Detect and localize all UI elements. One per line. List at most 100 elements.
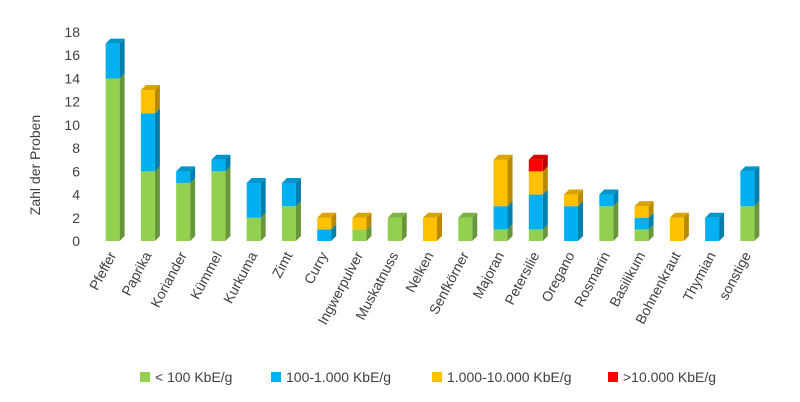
bar-front — [105, 43, 120, 79]
bar-top — [669, 212, 689, 218]
bar-segment — [176, 166, 196, 183]
x-tick-label: Paprika — [118, 249, 155, 299]
bar-top — [634, 201, 654, 207]
bar-top — [387, 212, 407, 218]
bar-side — [542, 189, 548, 230]
bar-top — [493, 154, 513, 160]
bar-side — [119, 73, 125, 241]
legend-label: 100-1.000 KbE/g — [286, 369, 391, 385]
bar-front — [528, 194, 543, 230]
bar-top — [246, 177, 266, 183]
bar-group-Pfeffer — [105, 38, 125, 241]
bar-top — [705, 212, 725, 218]
bar-segment — [211, 154, 231, 172]
bar-front — [458, 217, 473, 241]
x-tick-label: Pfeffer — [86, 249, 120, 293]
bar-side — [719, 212, 725, 241]
bar-segment — [705, 212, 725, 241]
bar-side — [578, 189, 584, 207]
bar-group-Zimt — [281, 177, 301, 241]
bar-top — [564, 189, 584, 195]
bar-side — [542, 154, 548, 172]
bar-segment — [105, 73, 125, 241]
bar-side — [754, 166, 760, 207]
bar-segment — [281, 177, 301, 207]
bar-group-Petersilie — [528, 154, 548, 241]
bar-side — [260, 177, 266, 218]
bar-segment — [176, 177, 196, 241]
bar-segment — [140, 108, 160, 172]
bar-side — [225, 154, 231, 172]
bar-side — [648, 224, 654, 241]
bar-front — [528, 159, 543, 172]
legend-swatch — [432, 372, 442, 382]
bar-segment — [564, 189, 584, 207]
bar-front — [317, 229, 332, 241]
bar-side — [295, 177, 301, 207]
bar-front — [740, 171, 755, 207]
bar-segment — [493, 154, 513, 207]
bar-side — [154, 166, 160, 241]
bar-segment — [740, 166, 760, 207]
legend-swatch — [608, 372, 618, 382]
bar-group-Paprika — [140, 85, 160, 241]
x-tick-label: sonstige — [715, 249, 754, 303]
bar-top — [458, 212, 478, 218]
bar-side — [119, 38, 125, 79]
bar-side — [366, 212, 372, 230]
bar-front — [528, 229, 543, 241]
bar-segment — [599, 189, 619, 207]
bar-side — [507, 154, 513, 207]
bar-top — [317, 212, 337, 218]
bar-segment — [281, 201, 301, 241]
bar-front — [246, 217, 261, 241]
bar-top — [423, 212, 442, 218]
bar-front — [528, 171, 543, 195]
bar-segment — [634, 224, 654, 241]
bar-segment — [528, 154, 548, 172]
bar-side — [613, 189, 619, 207]
bar-segment — [352, 224, 372, 241]
bar-segment — [528, 189, 548, 230]
x-tick-label: Kurkuma — [220, 249, 261, 306]
bar-segment — [528, 166, 548, 195]
bar-top — [281, 177, 301, 183]
bar-group-Thymian — [705, 212, 725, 241]
bar-front — [105, 78, 120, 241]
bar-side — [542, 166, 548, 195]
bar-segment — [352, 212, 372, 230]
bar-segment — [493, 201, 513, 230]
bar-side — [507, 224, 513, 241]
legend: < 100 KbE/g 100-1.000 KbE/g 1.000-10.000 K… — [140, 369, 716, 385]
bar-group-Oregano — [564, 189, 584, 241]
bar-front — [564, 194, 579, 207]
bar-front — [493, 229, 508, 241]
y-tick-label: 6 — [72, 163, 80, 179]
bar-side — [754, 201, 760, 241]
bar-front — [352, 217, 367, 230]
bar-side — [260, 212, 266, 241]
x-tick-label: Zimt — [269, 249, 296, 281]
bar-front — [317, 217, 332, 230]
bar-front — [281, 182, 296, 207]
bar-front — [281, 206, 296, 241]
bar-segment — [634, 212, 654, 230]
bar-front — [176, 182, 191, 241]
y-tick-label: 12 — [64, 94, 80, 110]
x-tick-label: Thymian — [679, 249, 718, 304]
bar-front — [140, 90, 155, 114]
bar-side — [154, 85, 160, 114]
bar-top — [528, 154, 548, 160]
bar-segment — [740, 201, 760, 241]
y-tick-label: 10 — [64, 117, 80, 133]
legend-item: 100-1.000 KbE/g — [271, 369, 391, 385]
bar-side — [295, 201, 301, 241]
legend-label: 1.000-10.000 KbE/g — [447, 369, 572, 385]
bar-top — [140, 85, 160, 91]
x-tick-label: Oregano — [538, 249, 578, 305]
bar-front — [211, 159, 226, 172]
bar-group-Senfkörner — [458, 212, 478, 241]
bar-group-sonstige — [740, 166, 760, 241]
